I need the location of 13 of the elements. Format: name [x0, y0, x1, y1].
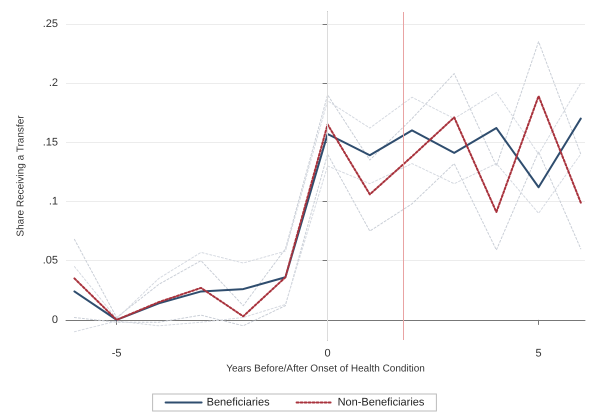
y-tick-label: .2	[48, 77, 58, 90]
y-tick-label: .25	[42, 18, 58, 30]
legend-label: Non-Beneficiaries	[338, 396, 425, 408]
legend-label: Beneficiaries	[206, 396, 270, 408]
y-tick-label: .1	[48, 195, 58, 208]
y-tick-label: .05	[42, 254, 58, 267]
y-tick-label: 0	[52, 314, 58, 326]
x-tick-label: -5	[112, 348, 122, 360]
y-tick-label: .15	[42, 136, 58, 148]
x-tick-label: 0	[324, 348, 331, 360]
x-tick-label: 5	[536, 348, 542, 360]
y-axis-title: Share Receiving a Transfer	[16, 114, 26, 237]
x-axis-title: Years Before/After Onset of Health Condition	[226, 364, 425, 374]
